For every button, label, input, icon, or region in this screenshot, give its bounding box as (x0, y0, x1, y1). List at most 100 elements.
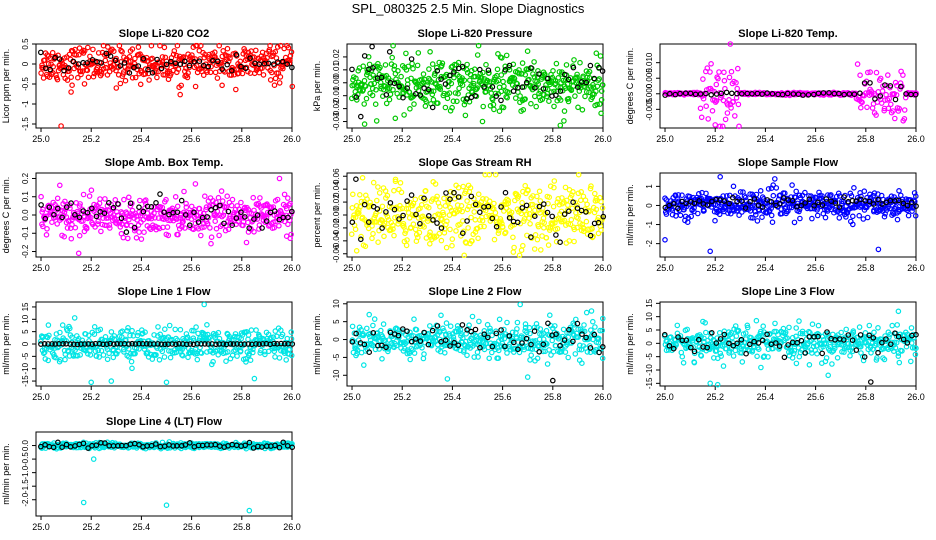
data-point (687, 344, 694, 351)
data-point (80, 218, 86, 224)
data-point (90, 73, 97, 80)
data-point (91, 331, 98, 338)
data-point (712, 217, 718, 224)
data-point (776, 343, 783, 350)
data-point (501, 326, 507, 333)
data-point (487, 103, 494, 109)
data-point (383, 344, 389, 351)
data-point (400, 94, 406, 101)
data-point (108, 378, 115, 384)
data-point (713, 340, 720, 346)
data-point (434, 68, 441, 74)
data-point (116, 42, 123, 49)
data-point (439, 216, 445, 223)
data-point (421, 195, 427, 202)
data-point (398, 73, 404, 80)
data-point (411, 338, 418, 345)
data-point (708, 329, 715, 336)
data-point (779, 91, 786, 98)
y-tick-label: 0.00 (332, 74, 341, 90)
data-point (734, 328, 741, 335)
data-point (475, 354, 481, 360)
data-point (395, 332, 402, 339)
data-point (546, 98, 552, 105)
data-point (769, 91, 776, 97)
data-point (793, 188, 800, 195)
data-point (374, 206, 381, 212)
data-point (725, 337, 732, 343)
data-point (233, 51, 240, 58)
data-point (71, 315, 78, 321)
data-point (911, 190, 918, 196)
x-tick-label: 26.0 (283, 522, 301, 532)
data-point (859, 99, 865, 106)
data-point (469, 238, 475, 244)
data-point (596, 64, 602, 71)
data-point (551, 103, 557, 110)
data-point (580, 224, 586, 231)
data-point (839, 348, 845, 355)
data-point (444, 376, 451, 382)
data-point (574, 74, 580, 81)
data-point (552, 77, 559, 84)
data-point (522, 182, 529, 189)
data-point (217, 202, 223, 209)
data-point (378, 85, 384, 92)
data-point (430, 217, 436, 223)
data-point (400, 220, 407, 227)
data-point (441, 349, 448, 356)
data-point (666, 342, 673, 349)
data-point (59, 322, 66, 328)
data-point (198, 232, 204, 239)
data-point (372, 101, 379, 108)
data-point (201, 224, 207, 230)
data-point (383, 209, 389, 215)
data-point (448, 80, 455, 87)
data-point (171, 48, 178, 54)
data-point (864, 69, 871, 76)
data-point (599, 315, 606, 322)
data-point (713, 81, 720, 88)
data-point (464, 61, 470, 68)
data-point (289, 64, 295, 71)
data-point (446, 90, 453, 96)
data-point (126, 70, 133, 76)
data-point (504, 319, 510, 326)
data-point (198, 341, 204, 347)
data-point (377, 79, 384, 86)
data-point (93, 213, 100, 220)
data-point (728, 68, 735, 75)
data-point (875, 246, 882, 253)
data-point (889, 322, 896, 329)
data-point (849, 213, 856, 220)
data-point (91, 323, 98, 330)
data-point (486, 198, 493, 205)
data-point (410, 65, 416, 72)
data-point (819, 193, 825, 199)
data-point (459, 230, 466, 237)
data-point (233, 86, 239, 93)
data-point (874, 355, 880, 361)
data-point (73, 52, 80, 58)
data-point (794, 339, 801, 346)
data-point (192, 83, 199, 90)
data-point (486, 70, 492, 76)
data-point (86, 193, 93, 199)
data-point (145, 66, 151, 73)
data-point (901, 107, 908, 113)
data-point (584, 201, 590, 208)
data-point (112, 197, 119, 203)
data-point (784, 335, 791, 341)
data-point (183, 200, 189, 207)
data-point (165, 232, 172, 239)
x-tick-label: 25.8 (857, 392, 875, 402)
data-point (110, 354, 117, 361)
data-point (598, 97, 605, 103)
y-axis-label: ml/min per min. (1, 443, 11, 505)
data-point (574, 224, 580, 231)
data-point (765, 186, 772, 192)
data-point (759, 337, 766, 344)
y-tick-label: -5 (645, 353, 654, 361)
data-point (492, 171, 499, 178)
data-point (536, 348, 543, 355)
